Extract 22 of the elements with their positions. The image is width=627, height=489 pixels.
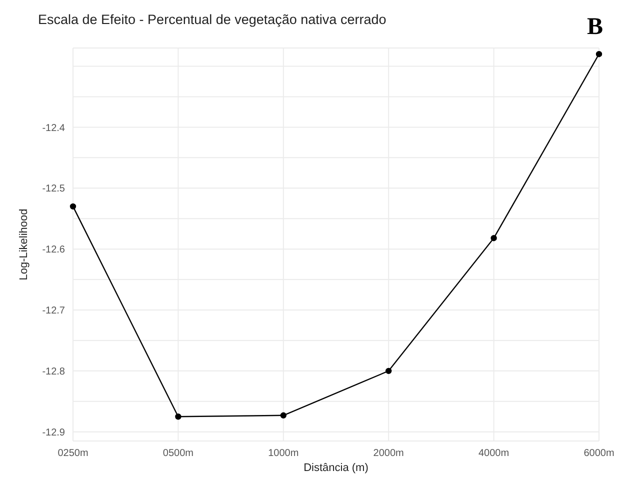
y-axis-title: Log-Likelihood <box>18 208 30 280</box>
x-tick-label: 1000m <box>268 448 299 460</box>
point <box>386 368 392 374</box>
text: B <box>586 14 603 41</box>
y-tick-label: -12.7 <box>42 306 66 317</box>
y-tick-label: -12.9 <box>42 427 66 438</box>
x-tick-label: 6000m <box>584 448 614 460</box>
point <box>70 203 76 210</box>
point <box>596 50 602 58</box>
x-tick-label: 2000m <box>373 448 404 460</box>
chart-title: Escala de Efeito - Percentual de vegetação nativa cerrado <box>38 12 386 27</box>
x-axis-title: Distância (m) <box>304 462 368 474</box>
y-tick-label: -12.4 <box>42 122 66 134</box>
x-tick-label: 0500m <box>162 448 194 460</box>
point <box>490 235 497 242</box>
y-tick-label: -12.6 <box>42 244 66 256</box>
point <box>280 412 286 419</box>
point <box>175 414 182 420</box>
y-tick-label: -12.5 <box>42 184 66 195</box>
x-tick-label: 0250m <box>58 448 88 460</box>
x-tick-label: 4000m <box>478 448 510 460</box>
y-tick-label: -12.8 <box>42 366 66 378</box>
